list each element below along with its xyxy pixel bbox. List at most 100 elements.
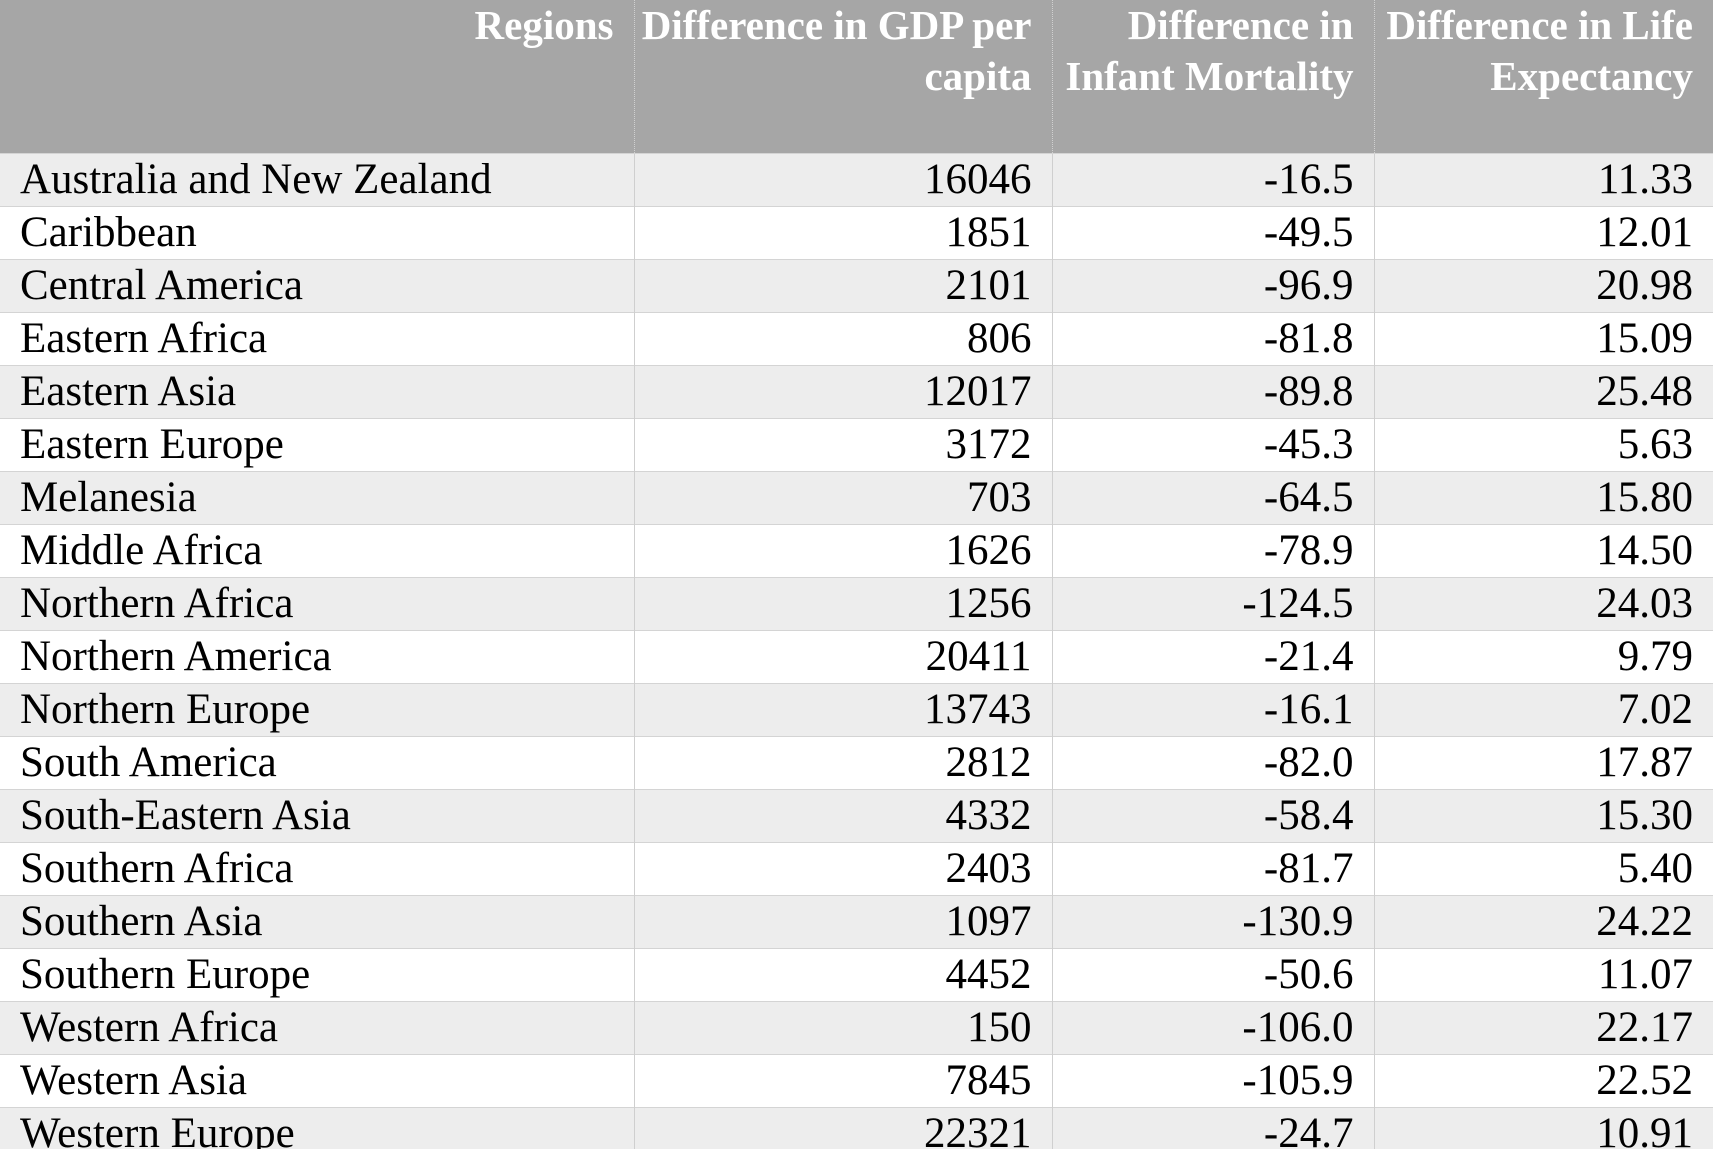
cell-infant-mortality-difference: -50.6 [1051, 947, 1374, 1001]
cell-life-expectancy-difference: 17.87 [1373, 735, 1713, 789]
cell-life-expectancy-difference: 24.22 [1373, 894, 1713, 948]
table-row: Northern Europe 13743 -16.1 7.02 [0, 682, 1713, 736]
cell-infant-mortality-difference: -49.5 [1051, 205, 1374, 259]
cell-infant-mortality-difference: -89.8 [1051, 364, 1374, 418]
cell-life-expectancy-difference: 15.80 [1373, 470, 1713, 524]
table-row: Northern America 20411 -21.4 9.79 [0, 629, 1713, 683]
table-row: Melanesia 703 -64.5 15.80 [0, 470, 1713, 524]
cell-life-expectancy-difference: 14.50 [1373, 523, 1713, 577]
cell-gdp-difference: 13743 [633, 682, 1052, 736]
cell-gdp-difference: 20411 [633, 629, 1052, 683]
cell-infant-mortality-difference: -96.9 [1051, 258, 1374, 312]
table-row: South America 2812 -82.0 17.87 [0, 735, 1713, 789]
cell-region: Central America [0, 258, 634, 312]
cell-gdp-difference: 1851 [633, 205, 1052, 259]
cell-gdp-difference: 1256 [633, 576, 1052, 630]
cell-gdp-difference: 7845 [633, 1053, 1052, 1107]
cell-life-expectancy-difference: 12.01 [1373, 205, 1713, 259]
table-row: Eastern Africa 806 -81.8 15.09 [0, 311, 1713, 365]
cell-life-expectancy-difference: 10.91 [1373, 1106, 1713, 1149]
cell-life-expectancy-difference: 5.40 [1373, 841, 1713, 895]
cell-region: Eastern Asia [0, 364, 634, 418]
cell-region: Middle Africa [0, 523, 634, 577]
cell-infant-mortality-difference: -16.1 [1051, 682, 1374, 736]
cell-life-expectancy-difference: 15.09 [1373, 311, 1713, 365]
cell-region: Southern Africa [0, 841, 634, 895]
cell-gdp-difference: 2101 [633, 258, 1052, 312]
cell-gdp-difference: 16046 [633, 152, 1052, 206]
table-row: South-Eastern Asia 4332 -58.4 15.30 [0, 788, 1713, 842]
cell-gdp-difference: 806 [633, 311, 1052, 365]
header-row: Regions Difference in GDP per capita Dif… [0, 0, 1713, 153]
table-row: Northern Africa 1256 -124.5 24.03 [0, 576, 1713, 630]
cell-region: Southern Asia [0, 894, 634, 948]
cell-life-expectancy-difference: 9.79 [1373, 629, 1713, 683]
cell-infant-mortality-difference: -16.5 [1051, 152, 1374, 206]
cell-region: Northern America [0, 629, 634, 683]
cell-life-expectancy-difference: 20.98 [1373, 258, 1713, 312]
cell-gdp-difference: 3172 [633, 417, 1052, 471]
table-header: Regions Difference in GDP per capita Dif… [0, 0, 1713, 153]
cell-infant-mortality-difference: -105.9 [1051, 1053, 1374, 1107]
table-row: Southern Africa 2403 -81.7 5.40 [0, 841, 1713, 895]
cell-gdp-difference: 1097 [633, 894, 1052, 948]
cell-gdp-difference: 4332 [633, 788, 1052, 842]
cell-infant-mortality-difference: -21.4 [1051, 629, 1374, 683]
header-infant-mortality-difference: Difference in Infant Mortality [1051, 0, 1374, 153]
cell-life-expectancy-difference: 24.03 [1373, 576, 1713, 630]
cell-gdp-difference: 703 [633, 470, 1052, 524]
cell-life-expectancy-difference: 15.30 [1373, 788, 1713, 842]
cell-gdp-difference: 22321 [633, 1106, 1052, 1149]
table-row: Southern Europe 4452 -50.6 11.07 [0, 947, 1713, 1001]
cell-life-expectancy-difference: 11.33 [1373, 152, 1713, 206]
table-body: Australia and New Zealand 16046 -16.5 11.33… [0, 152, 1713, 1149]
cell-region: Western Africa [0, 1000, 634, 1054]
cell-region: Southern Europe [0, 947, 634, 1001]
header-regions: Regions [0, 0, 634, 153]
table-row: Central America 2101 -96.9 20.98 [0, 258, 1713, 312]
cell-life-expectancy-difference: 25.48 [1373, 364, 1713, 418]
cell-infant-mortality-difference: -130.9 [1051, 894, 1374, 948]
cell-gdp-difference: 1626 [633, 523, 1052, 577]
cell-infant-mortality-difference: -124.5 [1051, 576, 1374, 630]
table-row: Western Europe 22321 -24.7 10.91 [0, 1106, 1713, 1149]
table-row: Australia and New Zealand 16046 -16.5 11.33 [0, 152, 1713, 206]
cell-infant-mortality-difference: -106.0 [1051, 1000, 1374, 1054]
cell-gdp-difference: 4452 [633, 947, 1052, 1001]
cell-infant-mortality-difference: -82.0 [1051, 735, 1374, 789]
cell-region: Northern Africa [0, 576, 634, 630]
cell-infant-mortality-difference: -81.8 [1051, 311, 1374, 365]
cell-region: Eastern Europe [0, 417, 634, 471]
cell-life-expectancy-difference: 22.17 [1373, 1000, 1713, 1054]
cell-region: Western Asia [0, 1053, 634, 1107]
cell-infant-mortality-difference: -45.3 [1051, 417, 1374, 471]
cell-gdp-difference: 2403 [633, 841, 1052, 895]
cell-gdp-difference: 150 [633, 1000, 1052, 1054]
cell-life-expectancy-difference: 22.52 [1373, 1053, 1713, 1107]
header-gdp-difference: Difference in GDP per capita [633, 0, 1052, 153]
cell-infant-mortality-difference: -81.7 [1051, 841, 1374, 895]
table-row: Western Africa 150 -106.0 22.17 [0, 1000, 1713, 1054]
cell-infant-mortality-difference: -78.9 [1051, 523, 1374, 577]
cell-gdp-difference: 2812 [633, 735, 1052, 789]
cell-region: Melanesia [0, 470, 634, 524]
cell-region: South-Eastern Asia [0, 788, 634, 842]
cell-infant-mortality-difference: -24.7 [1051, 1106, 1374, 1149]
cell-infant-mortality-difference: -58.4 [1051, 788, 1374, 842]
cell-life-expectancy-difference: 11.07 [1373, 947, 1713, 1001]
cell-region: Northern Europe [0, 682, 634, 736]
cell-infant-mortality-difference: -64.5 [1051, 470, 1374, 524]
table-row: Eastern Europe 3172 -45.3 5.63 [0, 417, 1713, 471]
cell-life-expectancy-difference: 7.02 [1373, 682, 1713, 736]
table-row: Caribbean 1851 -49.5 12.01 [0, 205, 1713, 259]
header-life-expectancy-difference: Difference in Life Expectancy [1373, 0, 1713, 153]
cell-region: Caribbean [0, 205, 634, 259]
cell-gdp-difference: 12017 [633, 364, 1052, 418]
cell-region: Western Europe [0, 1106, 634, 1149]
table-row: Middle Africa 1626 -78.9 14.50 [0, 523, 1713, 577]
cell-region: Australia and New Zealand [0, 152, 634, 206]
table-row: Southern Asia 1097 -130.9 24.22 [0, 894, 1713, 948]
table-row: Western Asia 7845 -105.9 22.52 [0, 1053, 1713, 1107]
